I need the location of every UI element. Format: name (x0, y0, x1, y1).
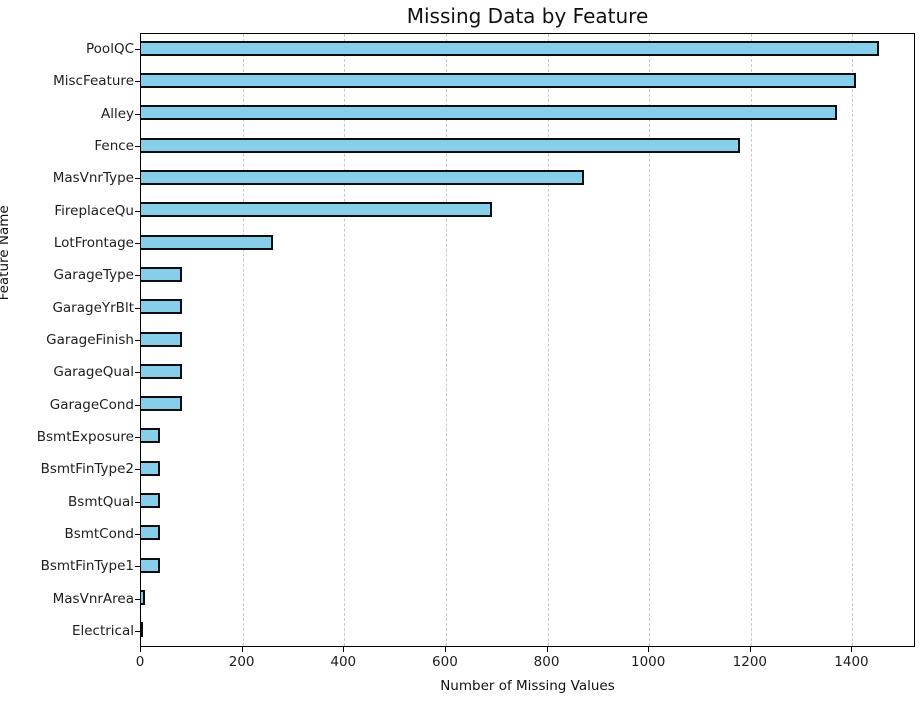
gridline (750, 34, 752, 646)
bar-BsmtQual (141, 493, 160, 509)
gridline (649, 34, 651, 646)
bar-FireplaceQu (141, 202, 492, 218)
y-tick-label: BsmtExposure (36, 428, 134, 445)
y-axis-label-text: Feature Name (0, 205, 12, 301)
y-tick-label: GarageCond (49, 396, 134, 413)
bar-GarageType (141, 266, 183, 282)
y-tick-mark (135, 243, 140, 245)
y-tick-mark (135, 501, 140, 503)
y-tick-label: MasVnrType (52, 170, 134, 187)
y-tick-label: BsmtCond (64, 525, 134, 542)
y-tick-label: Fence (94, 138, 134, 155)
bar-GarageCond (141, 396, 183, 412)
y-tick-mark (135, 340, 140, 341)
bar-MasVnrArea (141, 590, 146, 606)
y-tick-mark (135, 436, 140, 438)
gridline (344, 34, 346, 646)
y-tick-mark (135, 81, 140, 83)
y-tick-label: PoolQC (86, 41, 134, 58)
bar-MiscFeature (141, 72, 856, 88)
y-tick-mark (135, 146, 140, 148)
y-tick-label: GarageYrBlt (52, 299, 134, 316)
y-tick-mark (135, 210, 140, 212)
x-tick-mark (444, 647, 446, 652)
y-tick-label: BsmtQual (68, 493, 134, 510)
bar-BsmtFinType2 (141, 460, 161, 476)
y-tick-label: MasVnrArea (52, 590, 134, 607)
y-tick-label: GarageFinish (46, 332, 134, 348)
x-tick-label: 1400 (834, 654, 869, 670)
y-tick-mark (135, 372, 140, 374)
y-tick-label: Alley (100, 105, 134, 122)
x-tick-label: 200 (228, 654, 255, 670)
y-tick-label: BsmtFinType2 (40, 461, 134, 478)
y-tick-mark (135, 404, 140, 406)
y-tick-mark (135, 307, 140, 309)
bar-GarageQual (141, 363, 183, 379)
x-tick-mark (343, 647, 345, 652)
gridline (445, 34, 447, 646)
y-tick-label: MiscFeature (53, 73, 134, 90)
x-tick-label: 600 (432, 654, 458, 670)
y-tick-mark (135, 566, 140, 568)
x-tick-mark (140, 647, 141, 652)
bar-Fence (141, 137, 741, 153)
x-tick-label: 0 (135, 654, 145, 670)
bar-Alley (141, 105, 837, 121)
bar-GarageFinish (141, 331, 183, 347)
y-tick-label: FireplaceQu (54, 202, 134, 219)
bar-BsmtFinType1 (141, 557, 160, 573)
x-tick-label: 800 (533, 654, 560, 670)
chart-title: Missing Data by Feature (406, 4, 649, 28)
y-tick-label: Electrical (71, 622, 134, 639)
y-tick-mark (135, 49, 140, 51)
bar-GarageYrBlt (141, 299, 183, 315)
bar-PoolQC (141, 40, 880, 56)
plot-area (140, 33, 915, 647)
bar-BsmtExposure (141, 428, 161, 444)
y-tick-label: BsmtFinType1 (40, 558, 134, 575)
x-axis-label: Number of Missing Values (440, 678, 615, 694)
gridline (242, 34, 244, 646)
x-tick-mark (648, 647, 650, 652)
gridline (547, 34, 549, 646)
y-tick-mark (135, 469, 140, 471)
x-tick-label: 400 (330, 654, 357, 670)
bar-MasVnrType (141, 169, 585, 185)
y-tick-mark (135, 178, 140, 180)
x-tick-label: 1200 (732, 654, 767, 670)
bar-LotFrontage (141, 234, 273, 250)
y-tick-mark (135, 598, 140, 600)
x-tick-mark (546, 647, 548, 652)
y-tick-mark (135, 630, 140, 632)
x-tick-mark (851, 647, 853, 652)
bar-Electrical (141, 622, 143, 638)
y-tick-label: GarageType (53, 267, 134, 284)
x-tick-mark (749, 647, 751, 652)
y-tick-label: GarageQual (53, 364, 134, 381)
x-tick-mark (241, 647, 243, 652)
y-tick-mark (135, 113, 140, 115)
y-tick-label: LotFrontage (53, 235, 134, 252)
gridline (852, 34, 854, 646)
x-tick-label: 1000 (631, 654, 666, 670)
y-tick-mark (135, 533, 140, 535)
y-tick-mark (135, 275, 140, 277)
bar-BsmtCond (141, 525, 160, 541)
